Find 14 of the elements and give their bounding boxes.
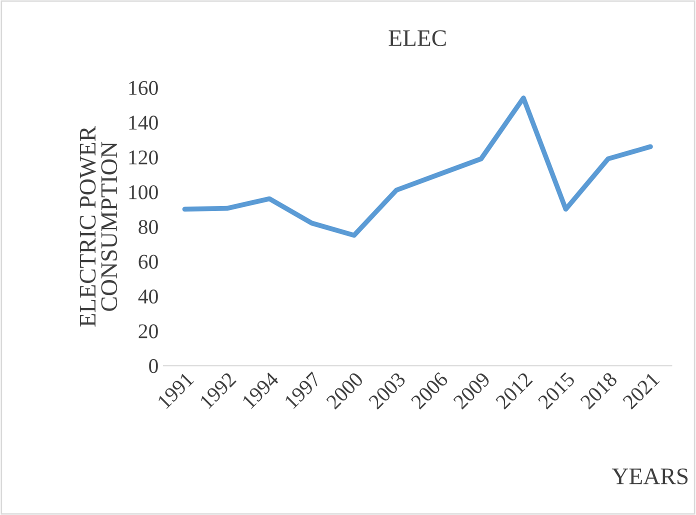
y-tick-label: 40: [138, 290, 158, 304]
y-tick-label: 120: [129, 150, 158, 165]
y-tick-label: 60: [138, 254, 158, 269]
x-axis-title: YEARS: [612, 468, 688, 484]
chart-title: ELEC: [388, 30, 446, 46]
y-tick-label: 160: [129, 80, 158, 95]
y-tick-label: 100: [129, 185, 158, 200]
line-series: [182, 96, 653, 238]
y-tick-label: 20: [138, 324, 158, 338]
y-tick-label: 140: [129, 116, 158, 130]
y-tick-label: 80: [138, 220, 158, 234]
x-tick-label: 1991: [157, 372, 194, 410]
y-tick-label: 0: [149, 359, 158, 374]
y-axis-title: ELECTRIC POWER CONSUMPTION: [80, 126, 118, 327]
